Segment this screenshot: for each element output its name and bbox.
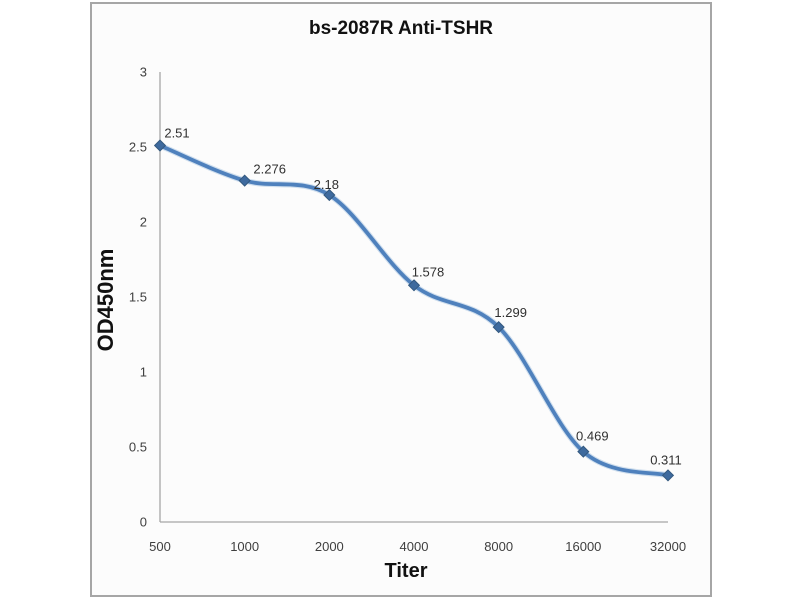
data-point-marker: [153, 139, 167, 152]
data-point-marker: [661, 469, 675, 482]
chart-frame: [90, 2, 712, 597]
series-line-halo: [157, 142, 671, 479]
y-tick-label: 0: [140, 515, 147, 530]
data-point-marker: [407, 279, 421, 292]
y-tick-label: 2: [140, 215, 147, 230]
data-point-marker: [323, 188, 336, 202]
chart-title: bs-2087R Anti-TSHR: [308, 18, 494, 39]
data-point-marker: [577, 445, 590, 458]
data-point-label: 2.18: [314, 177, 339, 192]
y-tick-label: 2.5: [129, 140, 147, 155]
y-tick-label: 3: [140, 65, 147, 80]
series-line: [158, 143, 670, 478]
data-point-label: 1.578: [412, 264, 445, 279]
y-tick-label: 0.5: [129, 440, 147, 455]
x-tick-label: 1000: [230, 539, 259, 554]
data-point-marker: [238, 174, 251, 187]
data-point-label: 0.311: [650, 452, 682, 467]
x-tick-label: 4000: [400, 539, 429, 554]
x-tick-label: 32000: [650, 539, 686, 554]
data-point-label: 0.469: [576, 429, 609, 444]
data-point-label: 1.299: [494, 305, 527, 320]
x-tick-label: 8000: [484, 539, 513, 554]
x-axis-title: Titer: [384, 560, 428, 582]
data-point-label: 2.276: [253, 162, 286, 177]
y-axis-title: OD450nm: [93, 248, 118, 352]
data-point-label: 2.51: [164, 126, 189, 141]
x-tick-label: 500: [149, 539, 171, 554]
y-tick-label: 1: [140, 365, 147, 380]
x-tick-label: 2000: [315, 539, 344, 554]
data-point-marker: [492, 321, 505, 334]
x-tick-label: 16000: [565, 539, 601, 554]
y-tick-label: 1.5: [129, 290, 147, 305]
